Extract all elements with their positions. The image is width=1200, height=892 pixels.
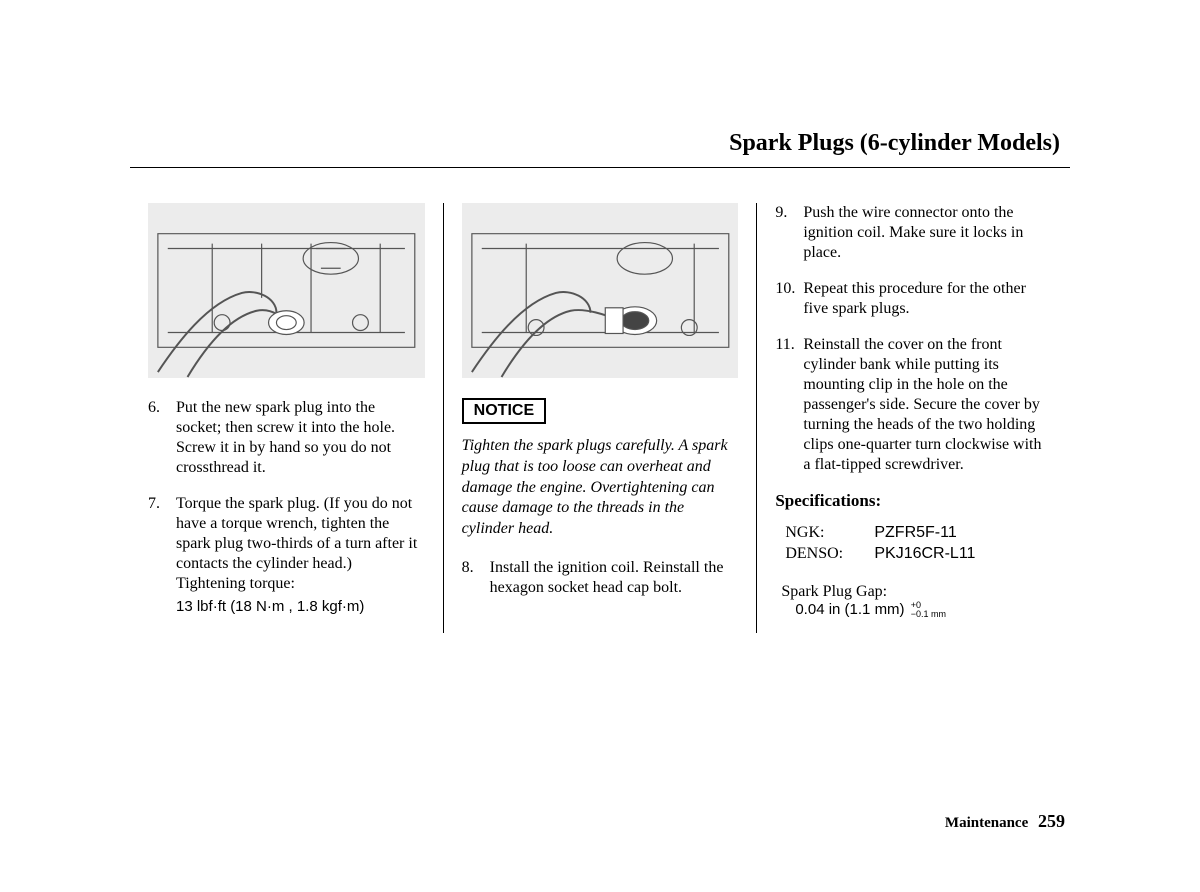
column-3: 9. Push the wire connector onto the igni… xyxy=(757,203,1070,633)
footer-page-number: 259 xyxy=(1038,811,1065,831)
step-9-text: Push the wire connector onto the ignitio… xyxy=(803,203,1051,263)
torque-spec: 13 lbf·ft (18 N·m , 1.8 kgf·m) xyxy=(176,598,424,617)
step-11: 11. Reinstall the cover on the front cyl… xyxy=(775,335,1052,475)
column-2: NOTICE Tighten the spark plugs carefully… xyxy=(444,203,758,633)
spec-ngk: NGK: PZFR5F-11 xyxy=(775,523,1052,544)
spec-denso-value: PKJ16CR-L11 xyxy=(874,545,975,562)
step-8: 8. Install the ignition coil. Reinstall … xyxy=(462,558,739,598)
step-6-text: Put the new spark plug into the socket; … xyxy=(176,398,424,478)
gap-value: 0.04 in (1.1 mm) xyxy=(795,601,904,618)
gap-value-row: 0.04 in (1.1 mm) +0 −0.1 mm xyxy=(775,601,1052,619)
column-1: 6. Put the new spark plug into the socke… xyxy=(130,203,444,633)
gap-heading: Spark Plug Gap: xyxy=(775,583,1052,601)
footer-section: Maintenance xyxy=(945,815,1028,831)
step-7-body: Torque the spark plug. (If you do not ha… xyxy=(176,495,417,592)
content-columns: 6. Put the new spark plug into the socke… xyxy=(130,203,1070,633)
step-8-num: 8. xyxy=(462,558,486,578)
step-9: 9. Push the wire connector onto the igni… xyxy=(775,203,1052,263)
page-footer: Maintenance 259 xyxy=(945,811,1065,832)
specs-heading: Specifications: xyxy=(775,491,1052,511)
notice-text: Tighten the spark plugs carefully. A spa… xyxy=(462,436,739,540)
title-rule xyxy=(130,167,1070,168)
step-10: 10. Repeat this procedure for the other … xyxy=(775,279,1052,319)
notice-label: NOTICE xyxy=(462,398,546,424)
step-9-num: 9. xyxy=(775,203,799,223)
step-6-num: 6. xyxy=(148,398,172,418)
step-7: 7. Torque the spark plug. (If you do not… xyxy=(148,494,425,617)
gap-tolerance: +0 −0.1 mm xyxy=(911,601,946,619)
spec-denso-label: DENSO: xyxy=(785,544,870,565)
gap-tol-bot: −0.1 mm xyxy=(911,609,946,619)
spark-plug-install-diagram xyxy=(148,203,425,378)
step-10-text: Repeat this procedure for the other five… xyxy=(803,279,1051,319)
spec-ngk-label: NGK: xyxy=(785,523,870,544)
ignition-coil-diagram xyxy=(462,203,739,378)
page-title: Spark Plugs (6-cylinder Models) xyxy=(130,130,1070,157)
step-7-num: 7. xyxy=(148,494,172,514)
step-7-text: Torque the spark plug. (If you do not ha… xyxy=(176,494,424,617)
step-11-text: Reinstall the cover on the front cylinde… xyxy=(803,335,1051,475)
step-6: 6. Put the new spark plug into the socke… xyxy=(148,398,425,478)
step-11-num: 11. xyxy=(775,335,799,355)
step-8-text: Install the ignition coil. Reinstall the… xyxy=(490,558,738,598)
spec-denso: DENSO: PKJ16CR-L11 xyxy=(775,544,1052,565)
step-10-num: 10. xyxy=(775,279,799,299)
spec-ngk-value: PZFR5F-11 xyxy=(874,524,956,541)
